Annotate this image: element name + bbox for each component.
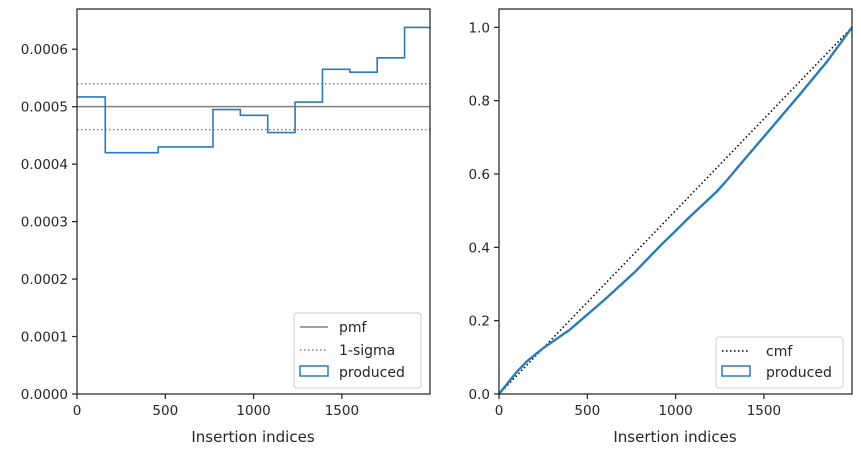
right-plot-content bbox=[498, 26, 853, 395]
left-x-tick-label: 0 bbox=[73, 403, 82, 419]
right-y-tick-label: 0.0 bbox=[469, 387, 490, 403]
right-x-tick-label: 1500 bbox=[747, 403, 781, 419]
right-y-tick-label: 0.8 bbox=[469, 94, 490, 110]
produced-step-series bbox=[77, 26, 430, 154]
left-legend: pmf 1-sigma produced bbox=[293, 312, 422, 389]
left-plot-content bbox=[77, 26, 430, 154]
right-x-axis-label: Insertion indices bbox=[613, 428, 736, 446]
left-x-tick-label: 500 bbox=[152, 403, 178, 419]
left-x-axis-label: Insertion indices bbox=[191, 428, 314, 446]
left-y-tick-label: 0.0001 bbox=[21, 330, 68, 346]
left-legend-frame bbox=[293, 312, 422, 389]
right-plot-frame bbox=[498, 8, 853, 395]
left-axis-ticks: 0 500 1000 1500 0.0000 0.0001 0.0002 0.0003 0.00… bbox=[21, 42, 359, 419]
right-legend: cmf produced bbox=[715, 336, 844, 389]
left-y-tick-label: 0.0002 bbox=[21, 272, 68, 288]
legend-produced-swatch bbox=[299, 365, 329, 377]
left-x-tick-label: 1000 bbox=[236, 403, 270, 419]
right-axis-ticks: 0 500 1000 1500 0.0 0.2 0.4 0.6 0.8 1.0 bbox=[469, 20, 782, 419]
left-chart-panel: 0 500 1000 1500 0.0000 0.0001 0.0002 0.0003 0.00… bbox=[21, 8, 431, 446]
right-y-tick-label: 0.4 bbox=[469, 240, 490, 256]
left-y-tick-label: 0.0004 bbox=[21, 157, 68, 173]
legend-1-sigma-label: 1-sigma bbox=[339, 343, 395, 359]
legend-pmf-label: pmf bbox=[339, 320, 368, 336]
legend-produced-label-right: produced bbox=[766, 365, 832, 381]
right-y-tick-label: 1.0 bbox=[469, 20, 490, 36]
produced-cumulative-line bbox=[498, 26, 853, 395]
legend-produced-swatch-right bbox=[721, 365, 751, 377]
right-y-tick-label: 0.6 bbox=[469, 167, 490, 183]
legend-cmf-label: cmf bbox=[766, 344, 793, 360]
left-y-tick-label: 0.0005 bbox=[21, 100, 68, 116]
right-x-tick-label: 1000 bbox=[658, 403, 692, 419]
left-y-tick-label: 0.0003 bbox=[21, 215, 68, 231]
left-x-tick-label: 1500 bbox=[325, 403, 359, 419]
left-y-tick-label: 0.0000 bbox=[21, 387, 68, 403]
legend-produced-label: produced bbox=[339, 365, 405, 381]
right-x-tick-label: 500 bbox=[574, 403, 600, 419]
right-chart-panel: 0 500 1000 1500 0.0 0.2 0.4 0.6 0.8 1.0 Insertion… bbox=[469, 8, 853, 446]
left-y-tick-label: 0.0006 bbox=[21, 42, 68, 58]
right-y-tick-label: 0.2 bbox=[469, 314, 490, 330]
cmf-line bbox=[498, 26, 853, 395]
right-x-tick-label: 0 bbox=[495, 403, 504, 419]
